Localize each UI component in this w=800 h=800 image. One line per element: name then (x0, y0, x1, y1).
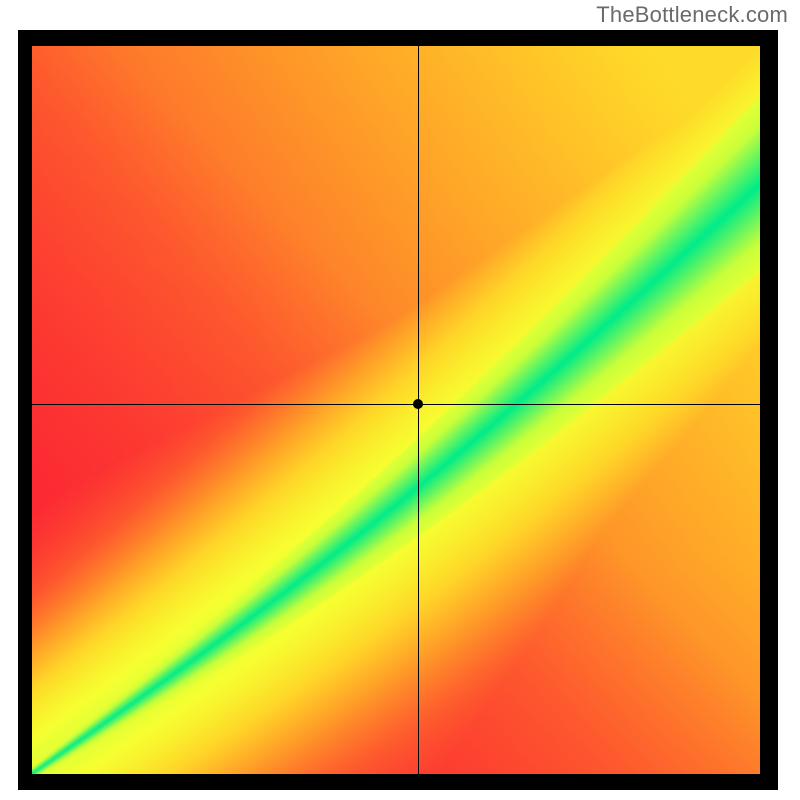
watermark-text: TheBottleneck.com (596, 2, 788, 28)
crosshair-vertical (418, 46, 419, 774)
heatmap-canvas (32, 46, 760, 774)
crosshair-point (413, 399, 423, 409)
plot-area (32, 46, 760, 774)
heatmap-container: { "watermark": "TheBottleneck.com", "cha… (0, 0, 800, 800)
crosshair-horizontal (32, 404, 760, 405)
